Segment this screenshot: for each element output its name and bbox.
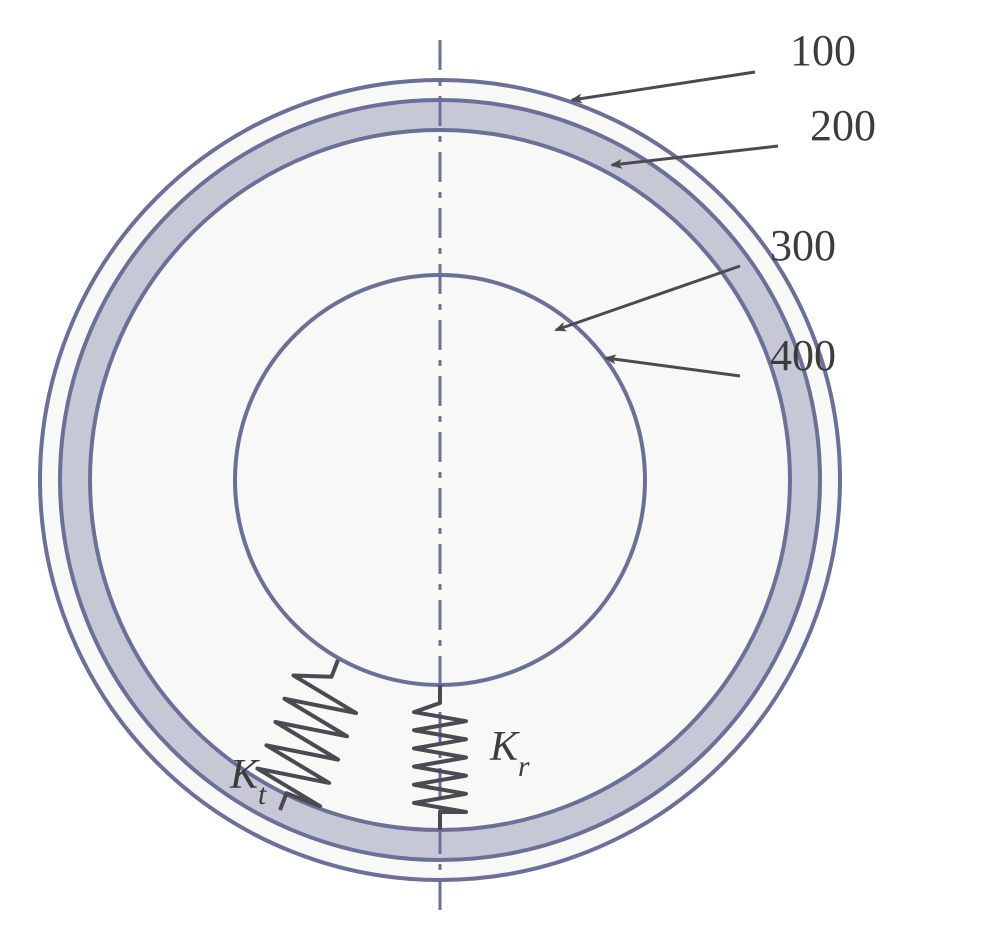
callout-label-400: 400	[770, 331, 836, 380]
diagram-svg: 100200300400KrKt	[0, 0, 1000, 929]
callout-arrow-100	[572, 72, 755, 100]
callout-label-100: 100	[790, 26, 856, 75]
callout-label-300: 300	[770, 221, 836, 270]
callout-label-200: 200	[810, 101, 876, 150]
